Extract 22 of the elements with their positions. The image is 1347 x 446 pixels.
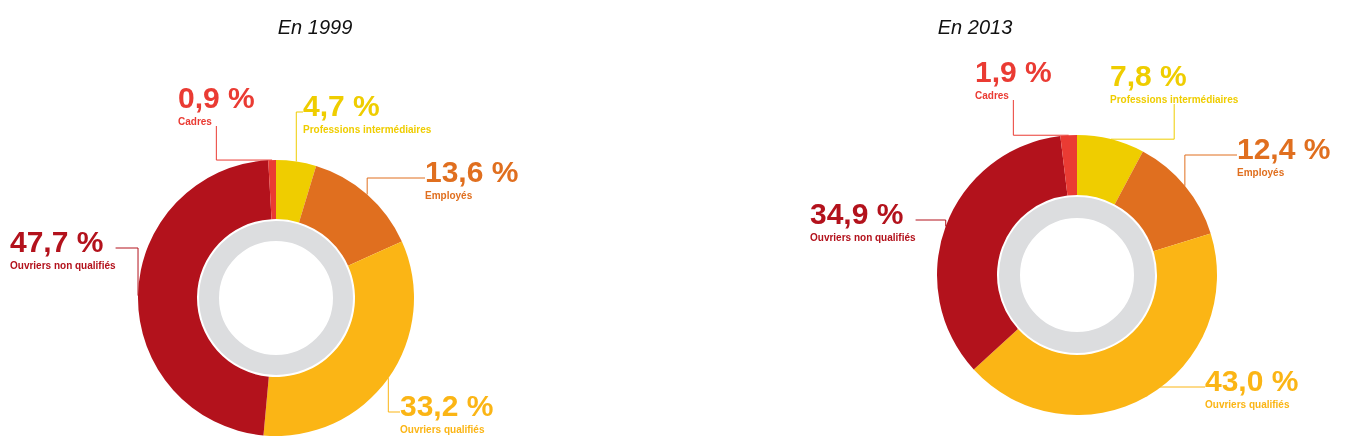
slice-label: Ouvriers non qualifiés	[810, 231, 917, 243]
data-label: 47,7 %	[10, 224, 104, 258]
slice-label: Employés	[1237, 166, 1285, 178]
slice-label: Ouvriers qualifiés	[1205, 398, 1290, 410]
data-label: 1,9 %	[975, 54, 1052, 88]
data-label: 13,6 %	[425, 154, 519, 188]
chart-title: En 2013	[937, 16, 1013, 38]
slice-label: Professions intermédiaires	[1110, 93, 1239, 105]
slice-label: Cadres	[178, 115, 213, 127]
data-label: 0,9 %	[178, 80, 255, 114]
data-label: 34,9 %	[810, 196, 904, 230]
slice-label: Ouvriers qualifiés	[400, 423, 485, 435]
slice-label: Cadres	[975, 89, 1010, 101]
data-label: 4,7 %	[303, 88, 380, 122]
slice-label: Employés	[425, 189, 473, 201]
slice-label: Professions intermédiaires	[303, 123, 432, 135]
slice-label: Ouvriers non qualifiés	[10, 259, 117, 271]
data-label: 12,4 %	[1237, 131, 1331, 165]
data-label: 43,0 %	[1205, 363, 1299, 397]
data-label: 7,8 %	[1110, 58, 1187, 92]
data-label: 33,2 %	[400, 388, 494, 422]
chart-title: En 1999	[277, 16, 353, 38]
